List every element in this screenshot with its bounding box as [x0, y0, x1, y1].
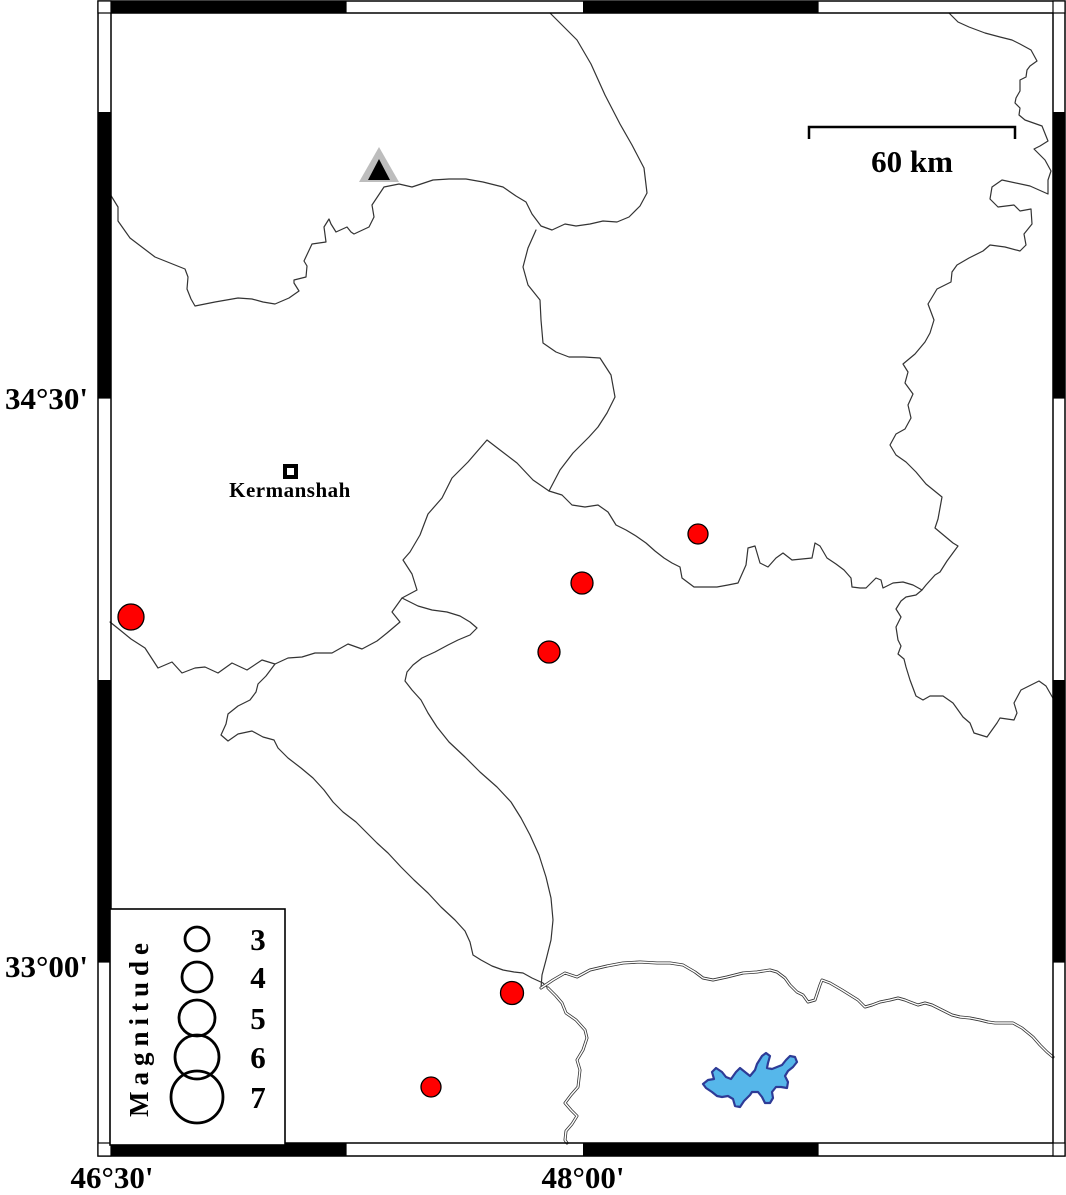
legend-rows: 34 5 6 7: [169, 922, 266, 1125]
river-south: [546, 986, 589, 1145]
lake: [701, 1051, 799, 1109]
city-label: Kermanshah: [229, 478, 351, 502]
lat-label-33-00: 33°00': [5, 949, 88, 984]
earthquake-marker-4: [537, 640, 561, 664]
boundary-pocket-south: [401, 597, 554, 989]
magnitude-legend: Magnitude 34 5 6 7: [109, 908, 286, 1146]
earthquake-marker-2: [687, 523, 709, 545]
earthquake-marker-6: [420, 1076, 442, 1098]
boundary-lines: [109, 12, 1061, 989]
legend-circle-7: [169, 1069, 225, 1125]
legend-title: Magnitude: [124, 937, 154, 1117]
axis-labels: 34°30' 33°00' 46°30' 48°00': [5, 381, 625, 1195]
legend-label-4: 4: [250, 960, 266, 995]
map-frame: [97, 0, 1066, 1157]
legend-circle-6: [173, 1033, 221, 1081]
lon-label-48-00: 48°00': [541, 1160, 624, 1195]
scale-bar: 60 km: [807, 125, 1017, 179]
legend-circle-4: [180, 960, 214, 994]
earthquake-marker-3: [570, 571, 594, 595]
city-square-marker: [283, 464, 298, 479]
earthquake-marker-5: [499, 980, 525, 1006]
boundary-northwest: [109, 12, 648, 307]
earthquake-markers: [117, 523, 709, 1098]
volcano-triangle-icon: [359, 147, 399, 182]
legend-label-7: 7: [250, 1080, 266, 1115]
earthquake-marker-1: [117, 603, 145, 631]
legend-label-5: 5: [250, 1001, 266, 1036]
legend-label-3: 3: [250, 922, 266, 957]
legend-circle-3: [183, 925, 211, 953]
scale-bar-label: 60 km: [871, 144, 953, 179]
river-arc-southeast: [539, 960, 1055, 1059]
legend-box: [109, 908, 286, 1146]
city-kermanshah: Kermanshah: [229, 464, 351, 502]
legend-label-6: 6: [250, 1040, 266, 1075]
lat-label-34-30: 34°30': [5, 381, 88, 416]
boundary-central: [109, 229, 616, 674]
boundary-southwest-diagonal: [220, 663, 549, 989]
boundary-east: [889, 12, 1061, 738]
boundary-east-west: [548, 490, 923, 591]
lon-label-46-30: 46°30': [70, 1160, 153, 1195]
